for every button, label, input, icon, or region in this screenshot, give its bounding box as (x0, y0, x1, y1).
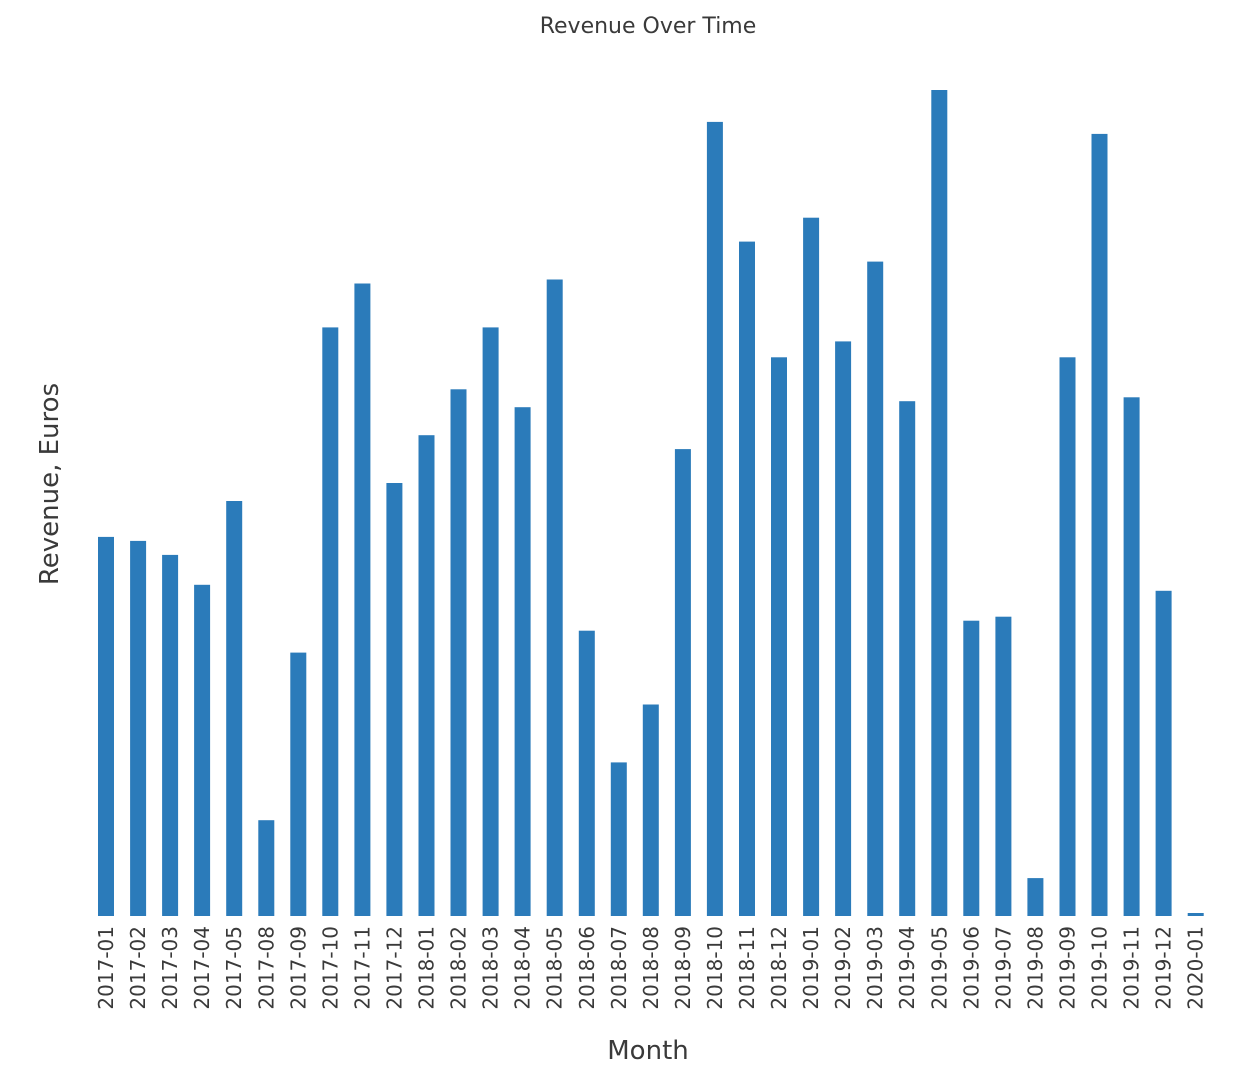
x-tick-label: 2018-04 (511, 926, 535, 1010)
bar-2019-04 (899, 401, 916, 916)
x-tick-label: 2017-12 (382, 926, 406, 1010)
x-tick-label: 2019-04 (895, 926, 919, 1010)
bar-2019-11 (1123, 397, 1140, 916)
x-tick-label: 2018-08 (639, 926, 663, 1010)
bar-2019-05 (931, 90, 948, 916)
x-tick-label: 2019-06 (959, 926, 983, 1010)
bar-2019-08 (1027, 878, 1044, 916)
x-tick-label: 2018-07 (607, 926, 631, 1010)
x-tick-label: 2019-02 (831, 926, 855, 1010)
bar-2018-09 (674, 449, 691, 916)
bar-2017-12 (386, 483, 403, 916)
x-tick-label: 2017-11 (350, 926, 374, 1010)
x-tick-label: 2019-10 (1088, 926, 1112, 1010)
bar-2018-12 (771, 357, 787, 916)
x-tick-label: 2017-10 (318, 926, 342, 1010)
x-tick-label: 2019-07 (991, 926, 1015, 1010)
bar-2019-12 (1155, 590, 1172, 916)
x-tick-label: 2018-12 (767, 926, 791, 1010)
bar-2017-02 (130, 540, 147, 916)
x-tick-label: 2019-12 (1152, 926, 1176, 1010)
x-tick-label: 2019-05 (927, 926, 951, 1010)
x-tick-label: 2017-02 (126, 926, 150, 1010)
bar-2019-01 (803, 217, 820, 916)
bar-2018-08 (642, 704, 659, 916)
bar-2018-06 (578, 630, 595, 916)
bar-2018-04 (514, 407, 531, 916)
y-axis-label: Revenue, Euros (35, 383, 65, 585)
bar-2018-03 (482, 327, 499, 916)
bar-2017-05 (226, 501, 243, 916)
bar-series (98, 90, 1204, 917)
bar-2017-04 (194, 584, 211, 916)
bar-2019-03 (867, 261, 884, 917)
bar-2017-10 (322, 327, 339, 916)
bar-2018-02 (450, 389, 467, 916)
x-tick-label: 2019-09 (1056, 926, 1080, 1010)
bar-2017-01 (98, 536, 114, 916)
bar-2018-01 (418, 435, 435, 916)
bar-2018-07 (610, 762, 627, 916)
bar-2018-10 (706, 121, 723, 916)
x-tick-label: 2019-11 (1120, 926, 1144, 1010)
x-tick-label: 2017-09 (286, 926, 310, 1010)
bar-2017-03 (162, 554, 179, 916)
bar-2017-11 (354, 283, 371, 916)
x-tick-label: 2017-08 (254, 926, 278, 1010)
x-axis-label: Month (607, 1036, 689, 1066)
x-tick-labels: 2017-01 2017-02 2017-03 2017-04 2017-05 2017-… (94, 926, 1208, 1010)
bar-2019-10 (1091, 133, 1108, 916)
x-tick-label: 2018-11 (735, 926, 759, 1010)
x-tick-label: 2019-03 (863, 926, 887, 1010)
bar-2018-11 (739, 241, 755, 917)
x-tick-label: 2017-03 (158, 926, 182, 1010)
x-tick-label: 2018-06 (575, 926, 599, 1010)
x-tick-label: 2018-10 (703, 926, 727, 1010)
x-tick-label: 2019-08 (1023, 926, 1047, 1010)
chart-title: Revenue Over Time (540, 14, 757, 39)
bar-2018-05 (546, 279, 563, 916)
x-tick-label: 2018-09 (671, 926, 695, 1010)
x-tick-label: 2019-01 (799, 926, 823, 1010)
x-tick-label: 2017-01 (94, 926, 118, 1010)
bar-2019-09 (1059, 357, 1076, 916)
bar-2020-01 (1187, 913, 1204, 916)
x-tick-label: 2020-01 (1184, 926, 1208, 1010)
x-tick-label: 2017-04 (190, 926, 214, 1010)
bar-2019-06 (963, 620, 980, 916)
x-tick-label: 2018-01 (415, 926, 439, 1010)
bar-2019-02 (835, 341, 852, 916)
bar-2017-09 (290, 652, 307, 916)
bar-2017-08 (258, 820, 275, 916)
x-tick-label: 2018-05 (543, 926, 567, 1010)
x-tick-label: 2018-02 (447, 926, 471, 1010)
bar-2019-07 (995, 616, 1012, 916)
x-tick-label: 2018-03 (479, 926, 503, 1010)
x-tick-label: 2017-05 (222, 926, 246, 1010)
